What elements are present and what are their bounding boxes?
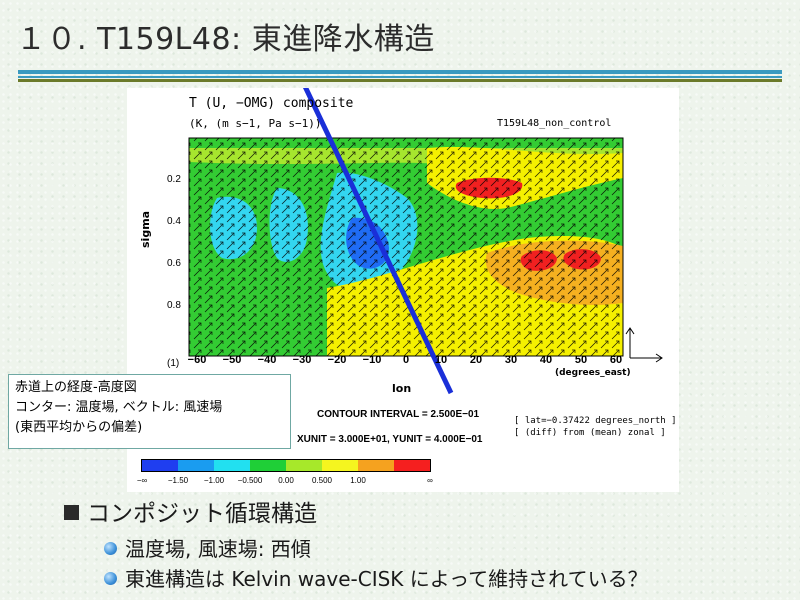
colorbar-label: ∞: [427, 476, 433, 485]
title-rule-middle: [18, 76, 782, 78]
round-bullet-icon: [104, 542, 117, 555]
x-tick-label: 20: [469, 354, 483, 366]
colorbar-cell: [286, 460, 322, 471]
colorbar-label: −0.500: [237, 476, 263, 485]
title-rule-bottom: [18, 79, 782, 82]
bullet-text: 温度場, 風速場: 西傾: [125, 537, 311, 561]
contour-interval: CONTOUR INTERVAL = 2.500E−01: [317, 409, 480, 420]
x-axis-label: lon: [392, 382, 412, 395]
colorbar-label: −∞: [136, 476, 148, 485]
y-tick-label: 0.6: [167, 258, 181, 269]
colorbar-cell: [322, 460, 358, 471]
difference-info: [ (diff) from (mean) zonal ]: [514, 428, 666, 438]
latitude-info: [ lat=−0.37422 degrees_north ]: [514, 416, 677, 426]
x-tick-label: 50: [574, 354, 588, 366]
bullet-item: 東進構造は Kelvin wave-CISK によって維持されている？: [104, 563, 648, 592]
colorbar-cell: [178, 460, 214, 471]
colorbar-cell: [394, 460, 430, 471]
x-tick-label: 60: [609, 354, 623, 366]
x-tick-label: −10: [362, 354, 382, 366]
square-bullet-icon: [64, 505, 79, 520]
eastward-propagation-arrow-line: [302, 88, 454, 395]
section-heading: コンポジット循環構造: [87, 501, 317, 527]
x-tick-label: −40: [257, 354, 277, 366]
experiment-name: T159L48_non_control: [497, 118, 612, 129]
colorbar-label: −1.50: [167, 476, 189, 485]
y-tick-label: 0.2: [167, 174, 181, 185]
note-line-3: (東西平均からの偏差): [15, 420, 143, 435]
title-rule-top: [18, 70, 782, 74]
figure-units: (K, (m s−1, Pa s−1)): [189, 117, 322, 130]
x-tick-label: −60: [187, 354, 207, 366]
x-axis-unit: (degrees_east): [555, 368, 631, 378]
plot-frame: [188, 137, 624, 357]
round-bullet-icon: [104, 572, 117, 585]
section-heading-row: コンポジット循環構造: [64, 494, 317, 528]
xy-unit-info: XUNIT = 3.000E+01, YUNIT = 4.000E−01: [297, 434, 483, 445]
composite-figure: T (U, −OMG) composite (K, (m s−1, Pa s−1…: [127, 88, 679, 492]
colorbar-label: 0.500: [311, 476, 333, 485]
bullet-text: 東進構造は Kelvin wave-CISK によって維持されている？: [125, 567, 648, 591]
composite-plot: [188, 88, 663, 395]
figure-title: T (U, −OMG) composite: [189, 96, 354, 111]
colorbar-label: −1.00: [203, 476, 225, 485]
x-tick-label: −20: [327, 354, 347, 366]
wind-vector-field: [189, 138, 623, 356]
colorbar-label: 1.00: [350, 476, 366, 485]
x-tick-label: 40: [539, 354, 553, 366]
slide-title: １０. T159L48: 東進降水構造: [16, 22, 435, 57]
colorbar-cell: [250, 460, 286, 471]
y-tick-label: 0.8: [167, 300, 181, 311]
colorbar-cell: [214, 460, 250, 471]
y-axis-label: sigma: [139, 210, 152, 248]
note-line-2: コンター: 温度場, ベクトル: 風速場: [15, 400, 223, 415]
bullet-item: 温度場, 風速場: 西傾: [104, 533, 311, 562]
xy-unit-axes: [625, 327, 663, 363]
temperature-contour-field: [189, 138, 623, 356]
x-tick-label: 0: [402, 354, 410, 366]
x-tick-label: −30: [292, 354, 312, 366]
colorbar: [141, 459, 431, 472]
x-tick-label: −50: [222, 354, 242, 366]
note-line-1: 赤道上の経度-高度図: [15, 380, 137, 395]
x-tick-label: 10: [434, 354, 448, 366]
colorbar-cell: [358, 460, 394, 471]
figure-note-box: 赤道上の経度-高度図 コンター: 温度場, ベクトル: 風速場 (東西平均からの…: [8, 374, 291, 449]
x-tick-label: 30: [504, 354, 518, 366]
colorbar-label: 0.00: [278, 476, 294, 485]
y-tick-label: (1): [167, 358, 180, 369]
y-tick-label: 0.4: [167, 216, 181, 227]
colorbar-cell: [142, 460, 178, 471]
